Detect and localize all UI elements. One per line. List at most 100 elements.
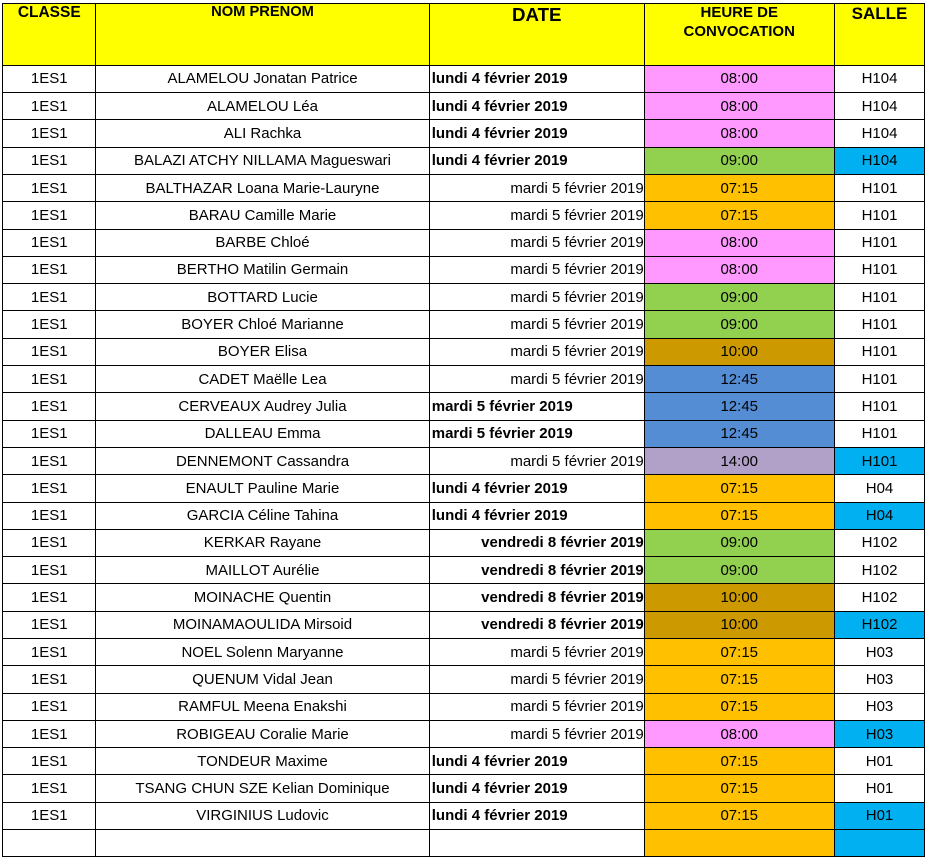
cell-classe: 1ES1 — [2, 556, 97, 585]
cell-salle: H101 — [833, 283, 926, 312]
cell-classe: 1ES1 — [2, 692, 97, 721]
table-row: 1ES1 BARBE Chloé mardi 5 février 2019 08… — [2, 228, 926, 257]
cell-date: lundi 4 février 2019 — [428, 474, 645, 503]
cell-date: mardi 5 février 2019 — [428, 419, 645, 448]
cell-heure-convocation: 07:15 — [643, 801, 835, 831]
table-row: 1ES1 BOTTARD Lucie mardi 5 février 2019 … — [2, 283, 926, 312]
cell-nom-prenom: CERVEAUX Audrey Julia — [95, 392, 430, 421]
cell-salle: H101 — [833, 337, 926, 367]
cell-salle: H104 — [833, 146, 926, 175]
table-row: 1ES1 ALAMELOU Léa lundi 4 février 2019 0… — [2, 92, 926, 121]
cell-salle: H104 — [833, 64, 926, 94]
cell-date: lundi 4 février 2019 — [428, 64, 645, 94]
cell-classe: 1ES1 — [2, 173, 97, 203]
cell-date: vendredi 8 février 2019 — [428, 528, 645, 558]
cell-classe: 1ES1 — [2, 474, 97, 503]
cell-heure-convocation: 09:00 — [643, 310, 835, 339]
cell-heure-convocation: 12:45 — [643, 365, 835, 394]
cell-nom-prenom: MOINAMAOULIDA Mirsoid — [95, 610, 430, 639]
cell-nom-prenom: BERTHO Matilin Germain — [95, 255, 430, 285]
cell-salle: H102 — [833, 610, 926, 639]
cell-nom-prenom: DALLEAU Emma — [95, 419, 430, 448]
cell-nom-prenom: MOINACHE Quentin — [95, 583, 430, 612]
cell-date: mardi 5 février 2019 — [428, 283, 645, 312]
cell-salle: H01 — [833, 801, 926, 831]
table-row: 1ES1 TSANG CHUN SZE Kelian Dominique lun… — [2, 774, 926, 803]
cell-classe: 1ES1 — [2, 201, 97, 230]
cell-salle: H101 — [833, 446, 926, 476]
cell-salle: H101 — [833, 173, 926, 203]
table-row: 1ES1 QUENUM Vidal Jean mardi 5 février 2… — [2, 665, 926, 694]
cell-nom-prenom: TONDEUR Maxime — [95, 747, 430, 776]
cell-nom-prenom: ALAMELOU Jonatan Patrice — [95, 64, 430, 94]
table-row: 1ES1 DENNEMONT Cassandra mardi 5 février… — [2, 446, 926, 476]
cell-salle: H104 — [833, 92, 926, 121]
cell-date: vendredi 8 février 2019 — [428, 583, 645, 612]
cell-classe: 1ES1 — [2, 501, 97, 530]
cell-salle — [833, 829, 926, 857]
cell-classe: 1ES1 — [2, 337, 97, 367]
cell-date: mardi 5 février 2019 — [428, 637, 645, 667]
table-row: 1ES1 CERVEAUX Audrey Julia mardi 5 févri… — [2, 392, 926, 421]
cell-date: lundi 4 février 2019 — [428, 747, 645, 776]
cell-nom-prenom: ENAULT Pauline Marie — [95, 474, 430, 503]
cell-date: mardi 5 février 2019 — [428, 337, 645, 367]
cell-nom-prenom: BARAU Camille Marie — [95, 201, 430, 230]
cell-nom-prenom: GARCIA Céline Tahina — [95, 501, 430, 530]
cell-salle: H03 — [833, 665, 926, 694]
cell-classe: 1ES1 — [2, 528, 97, 558]
cell-nom-prenom: BALAZI ATCHY NILLAMA Magueswari — [95, 146, 430, 175]
cell-date: mardi 5 février 2019 — [428, 692, 645, 721]
header-row: CLASSE NOM PRENOM DATE HEURE DE CONVOCAT… — [2, 3, 926, 66]
cell-classe: 1ES1 — [2, 801, 97, 831]
table-header: CLASSE NOM PRENOM DATE HEURE DE CONVOCAT… — [2, 3, 926, 66]
cell-nom-prenom — [95, 829, 430, 857]
cell-salle: H04 — [833, 501, 926, 530]
cell-date: mardi 5 février 2019 — [428, 310, 645, 339]
cell-date: lundi 4 février 2019 — [428, 146, 645, 175]
table-row: 1ES1 CADET Maëlle Lea mardi 5 février 20… — [2, 365, 926, 394]
cell-nom-prenom: BOYER Elisa — [95, 337, 430, 367]
table-row: 1ES1 BARAU Camille Marie mardi 5 février… — [2, 201, 926, 230]
cell-heure-convocation — [643, 829, 835, 857]
cell-nom-prenom: BALTHAZAR Loana Marie-Lauryne — [95, 173, 430, 203]
cell-salle: H101 — [833, 419, 926, 448]
cell-salle: H101 — [833, 365, 926, 394]
cell-classe: 1ES1 — [2, 228, 97, 257]
header-heure-convocation: HEURE DE CONVOCATION — [643, 3, 835, 66]
cell-salle: H04 — [833, 474, 926, 503]
cell-date: mardi 5 février 2019 — [428, 228, 645, 257]
cell-heure-convocation: 07:15 — [643, 474, 835, 503]
cell-heure-convocation: 07:15 — [643, 201, 835, 230]
cell-classe: 1ES1 — [2, 719, 97, 749]
cell-date: lundi 4 février 2019 — [428, 92, 645, 121]
cell-classe: 1ES1 — [2, 255, 97, 285]
cell-heure-convocation: 08:00 — [643, 64, 835, 94]
header-date: DATE — [428, 3, 645, 66]
cell-salle: H101 — [833, 392, 926, 421]
cell-classe: 1ES1 — [2, 419, 97, 448]
cell-date: mardi 5 février 2019 — [428, 173, 645, 203]
cell-classe: 1ES1 — [2, 446, 97, 476]
cell-salle: H101 — [833, 255, 926, 285]
cell-heure-convocation: 08:00 — [643, 119, 835, 148]
cell-date: mardi 5 février 2019 — [428, 255, 645, 285]
cell-heure-convocation: 09:00 — [643, 283, 835, 312]
cell-heure-convocation: 07:15 — [643, 637, 835, 667]
table-row: 1ES1 BOYER Elisa mardi 5 février 2019 10… — [2, 337, 926, 367]
cell-nom-prenom: ALI Rachka — [95, 119, 430, 148]
cell-classe: 1ES1 — [2, 92, 97, 121]
table-row: 1ES1 RAMFUL Meena Enakshi mardi 5 févrie… — [2, 692, 926, 721]
cell-salle: H102 — [833, 556, 926, 585]
cell-nom-prenom: BARBE Chloé — [95, 228, 430, 257]
cell-date: mardi 5 février 2019 — [428, 392, 645, 421]
table-row: 1ES1 ALI Rachka lundi 4 février 2019 08:… — [2, 119, 926, 148]
cell-nom-prenom: BOYER Chloé Marianne — [95, 310, 430, 339]
cell-classe: 1ES1 — [2, 310, 97, 339]
cell-date: vendredi 8 février 2019 — [428, 556, 645, 585]
cell-classe: 1ES1 — [2, 774, 97, 803]
cell-salle: H01 — [833, 774, 926, 803]
table-row: 1ES1 DALLEAU Emma mardi 5 février 2019 1… — [2, 419, 926, 448]
table-row: 1ES1 BERTHO Matilin Germain mardi 5 févr… — [2, 255, 926, 285]
cell-date: lundi 4 février 2019 — [428, 501, 645, 530]
